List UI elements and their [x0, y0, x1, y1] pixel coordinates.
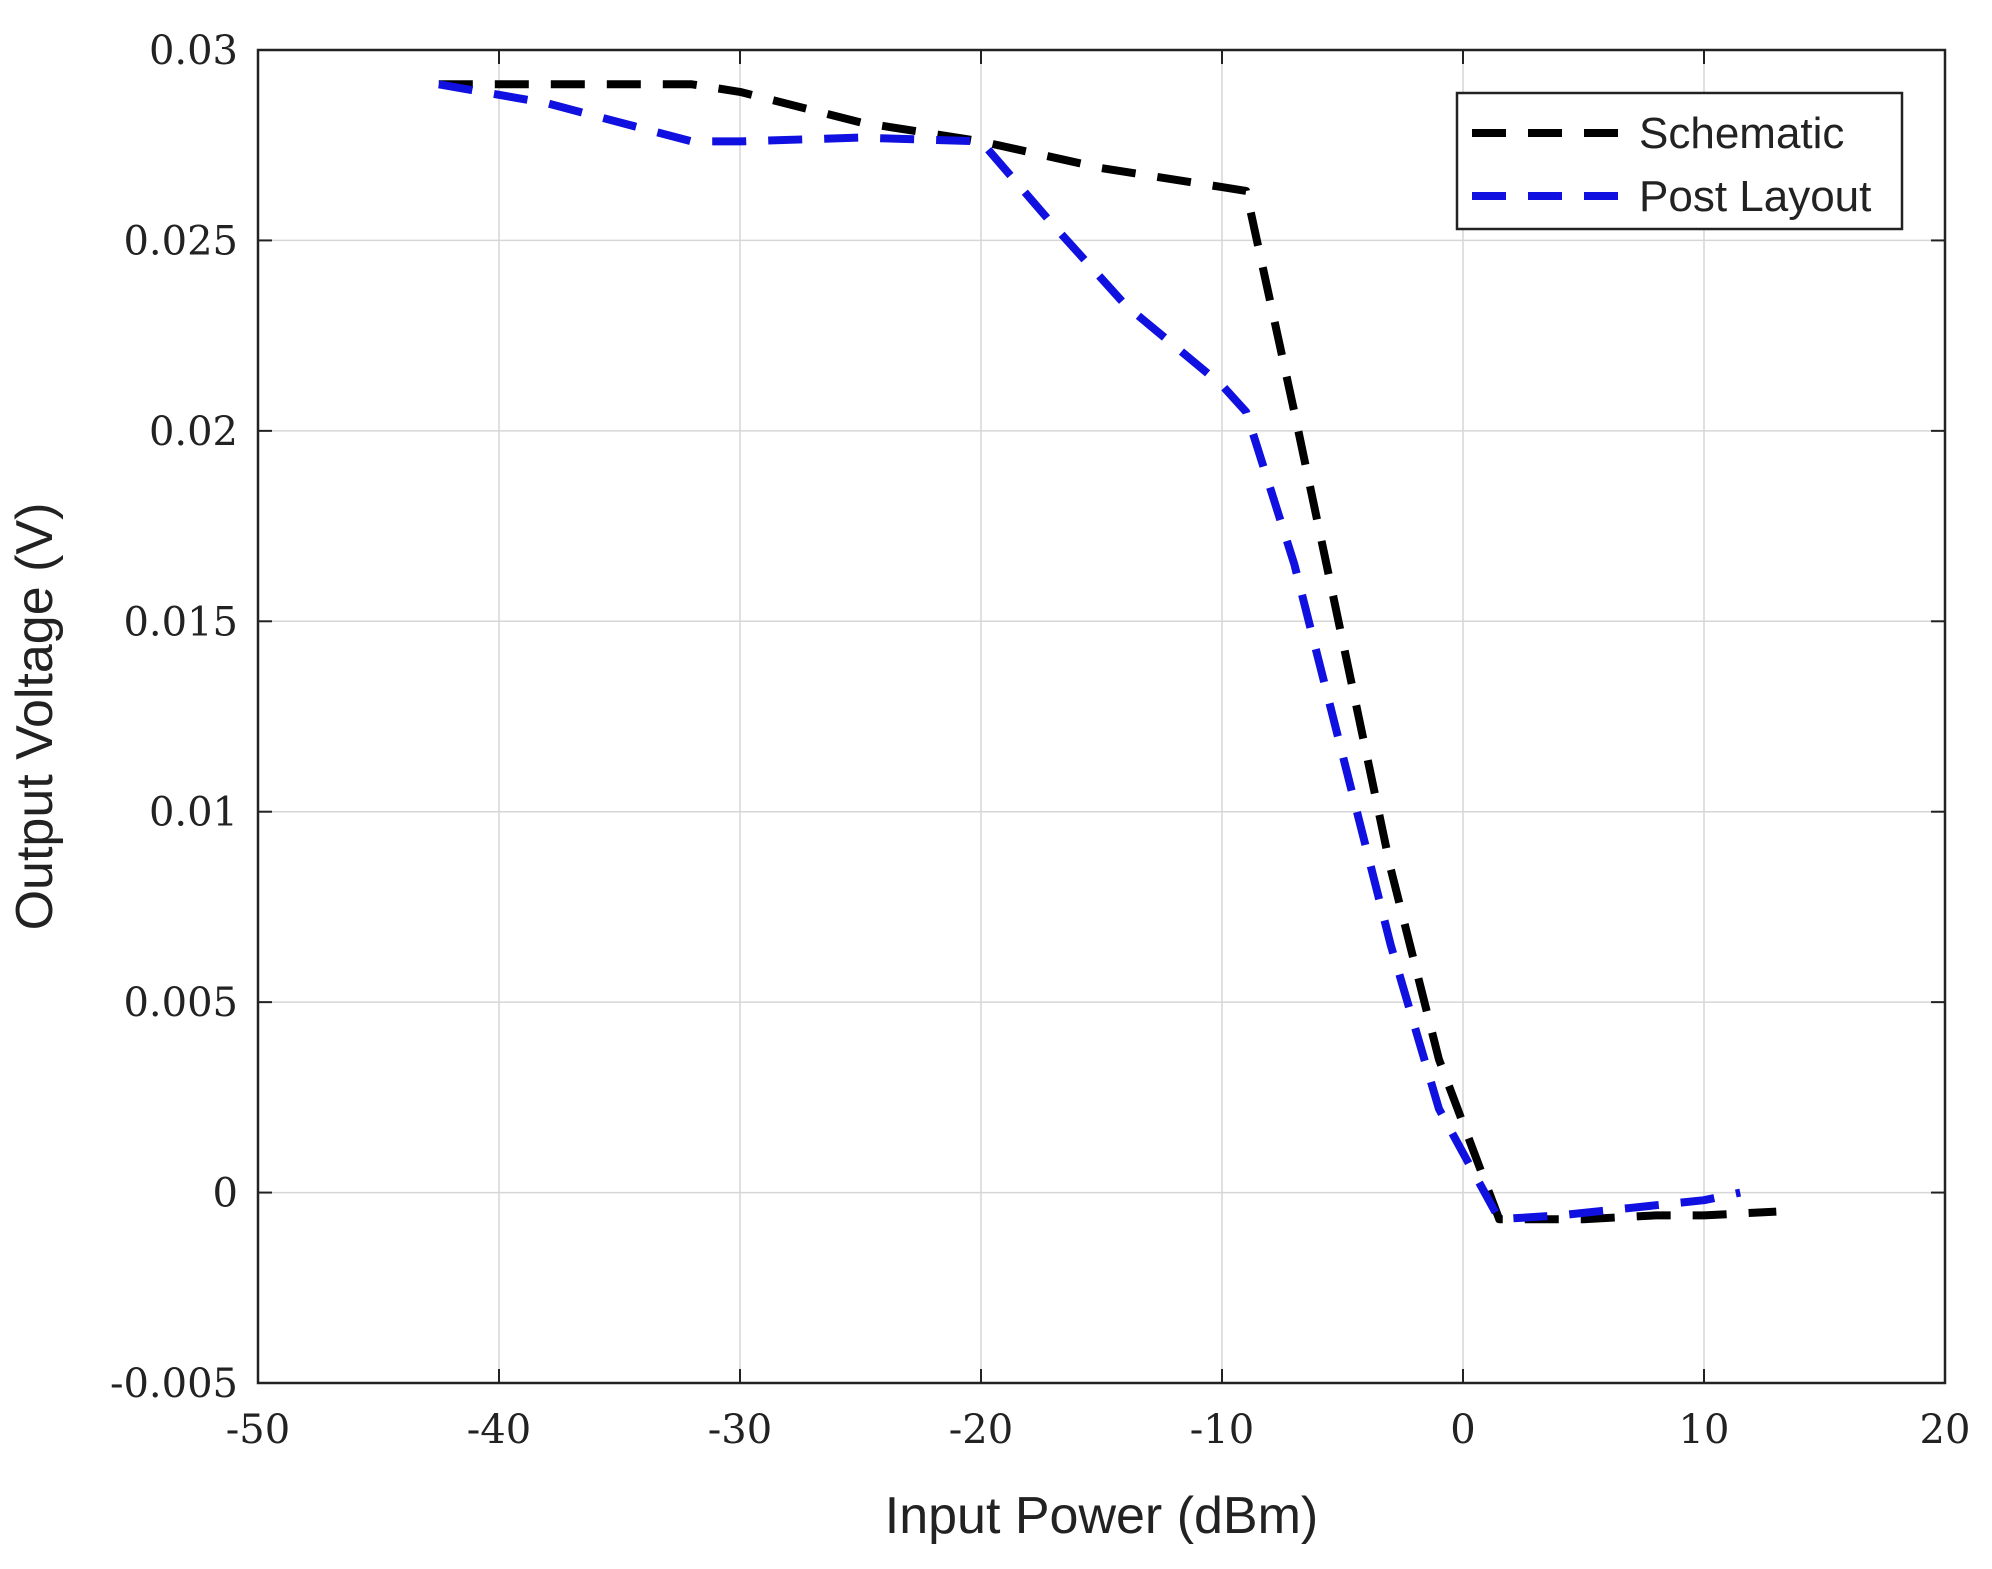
grid	[258, 50, 1945, 1383]
tick-label-layer: -50 -40 -30 -20 -10 0 10 20 -0.005 0 0.005 0.01 0.01…	[110, 28, 1970, 1453]
series-line-schematic	[438, 80, 1777, 1224]
y-tick-label: 0.005	[123, 980, 238, 1026]
series-line-post-layout	[438, 80, 1742, 1224]
x-axis-title: Input Power (dBm)	[885, 1487, 1319, 1545]
y-tick-label: 0	[213, 1171, 238, 1217]
series-layer	[438, 80, 1777, 1224]
x-tick-label: 10	[1679, 1407, 1730, 1453]
plot-frame	[256, 48, 1947, 1385]
y-tick-label: 0.01	[149, 790, 238, 836]
legend-label-post-layout: Post Layout	[1639, 172, 1871, 221]
y-axis-title: Output Voltage (V)	[6, 503, 64, 931]
x-tick-label: 0	[1450, 1407, 1475, 1453]
y-tick-label: -0.005	[110, 1361, 238, 1407]
legend-label-schematic: Schematic	[1639, 109, 1844, 158]
x-tick-label: -40	[467, 1407, 531, 1453]
y-tick-label: 0.02	[149, 409, 238, 455]
x-tick-label: -20	[949, 1407, 1013, 1453]
x-tick-label: -30	[708, 1407, 772, 1453]
x-tick-label: -50	[226, 1407, 290, 1453]
y-tick-label: 0.015	[123, 599, 238, 645]
legend: Schematic Post Layout	[1455, 91, 1904, 231]
x-tick-label: 20	[1920, 1407, 1971, 1453]
y-tick-label: 0.03	[149, 28, 238, 74]
legend-box	[1455, 91, 1904, 231]
tick-layer	[257, 49, 1946, 1384]
x-tick-label: -10	[1190, 1407, 1254, 1453]
y-tick-label: 0.025	[123, 218, 238, 264]
